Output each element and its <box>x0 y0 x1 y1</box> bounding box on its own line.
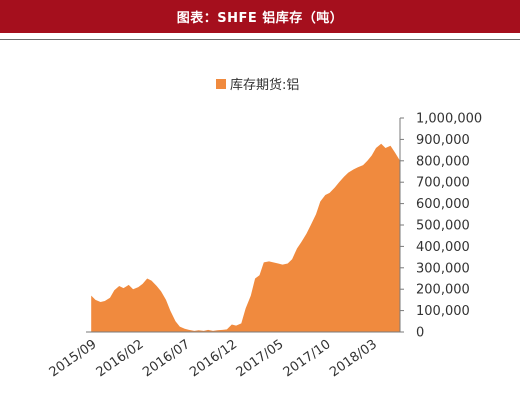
y-axis-labels: 0 100,000 200,000 300,000 400,000 500,000 600,… <box>416 112 482 341</box>
y-tick-label: 500,000 <box>416 219 470 234</box>
y-tick-label: 1,000,000 <box>416 112 482 127</box>
y-tick-label: 0 <box>416 326 424 341</box>
y-tick-label: 100,000 <box>416 304 470 319</box>
x-tick-label: 2018/03 <box>327 337 380 380</box>
chart-header-bar: 图表：SHFE 铝库存（吨） <box>0 0 520 33</box>
y-tick-label: 900,000 <box>416 133 470 148</box>
x-tick-label: 2015/09 <box>47 337 100 380</box>
x-tick-label: 2017/05 <box>234 337 287 380</box>
x-axis-labels: 2015/092016/022016/072016/122017/052017/… <box>47 337 380 380</box>
x-tick-label: 2016/07 <box>140 337 193 380</box>
y-tick-label: 800,000 <box>416 154 470 169</box>
y-tick-label: 600,000 <box>416 197 470 212</box>
x-tick-label: 2016/12 <box>187 337 240 380</box>
y-tick-label: 400,000 <box>416 240 470 255</box>
chart-header-title: 图表：SHFE 铝库存（吨） <box>176 11 344 26</box>
y-tick-label: 200,000 <box>416 283 470 298</box>
y-tick-label: 700,000 <box>416 176 470 191</box>
header-divider <box>0 39 520 40</box>
legend-swatch <box>216 79 226 89</box>
legend-label: 库存期货:铝 <box>230 77 299 93</box>
y-tick-label: 300,000 <box>416 261 470 276</box>
x-tick-label: 2017/10 <box>281 337 334 380</box>
legend: 库存期货:铝 <box>216 77 299 93</box>
y-axis-ticks <box>400 117 404 333</box>
series-area <box>91 143 400 332</box>
x-tick-label: 2016/02 <box>94 337 147 380</box>
